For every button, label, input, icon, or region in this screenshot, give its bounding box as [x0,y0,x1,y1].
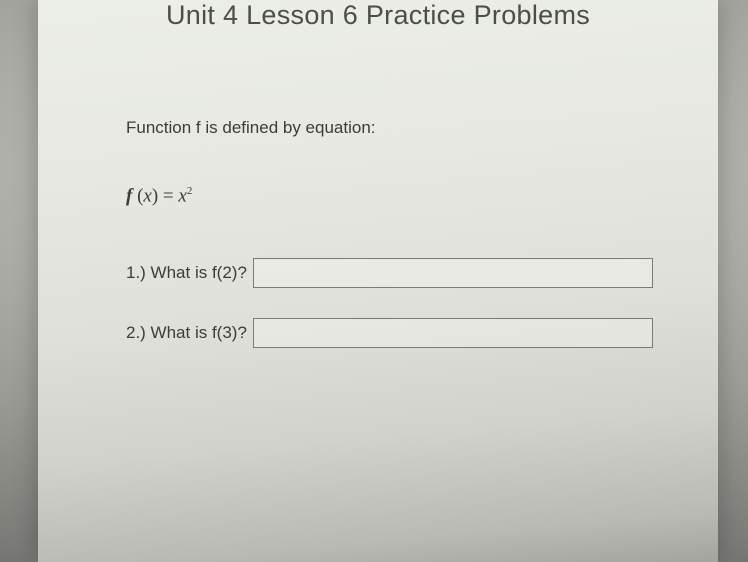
question-1-label: 1.) What is f(2)? [126,263,247,283]
equation-rhs-exp: 2 [187,185,193,197]
intro-text: Function f is defined by equation: [126,118,376,138]
question-1-row: 1.) What is f(2)? [126,258,653,288]
question-1-input[interactable] [253,258,653,288]
worksheet-page: Unit 4 Lesson 6 Practice Problems Functi… [38,0,718,562]
question-2-label: 2.) What is f(3)? [126,323,247,343]
question-2-row: 2.) What is f(3)? [126,318,653,348]
equation-var: x [143,185,151,206]
equation-rhs-base: x [178,185,186,206]
question-2-input[interactable] [253,318,653,348]
equation-open: ( [132,185,143,206]
page-title: Unit 4 Lesson 6 Practice Problems [38,0,718,31]
equation-eq: = [158,185,178,206]
function-definition: f (x) = x2 [126,185,192,207]
